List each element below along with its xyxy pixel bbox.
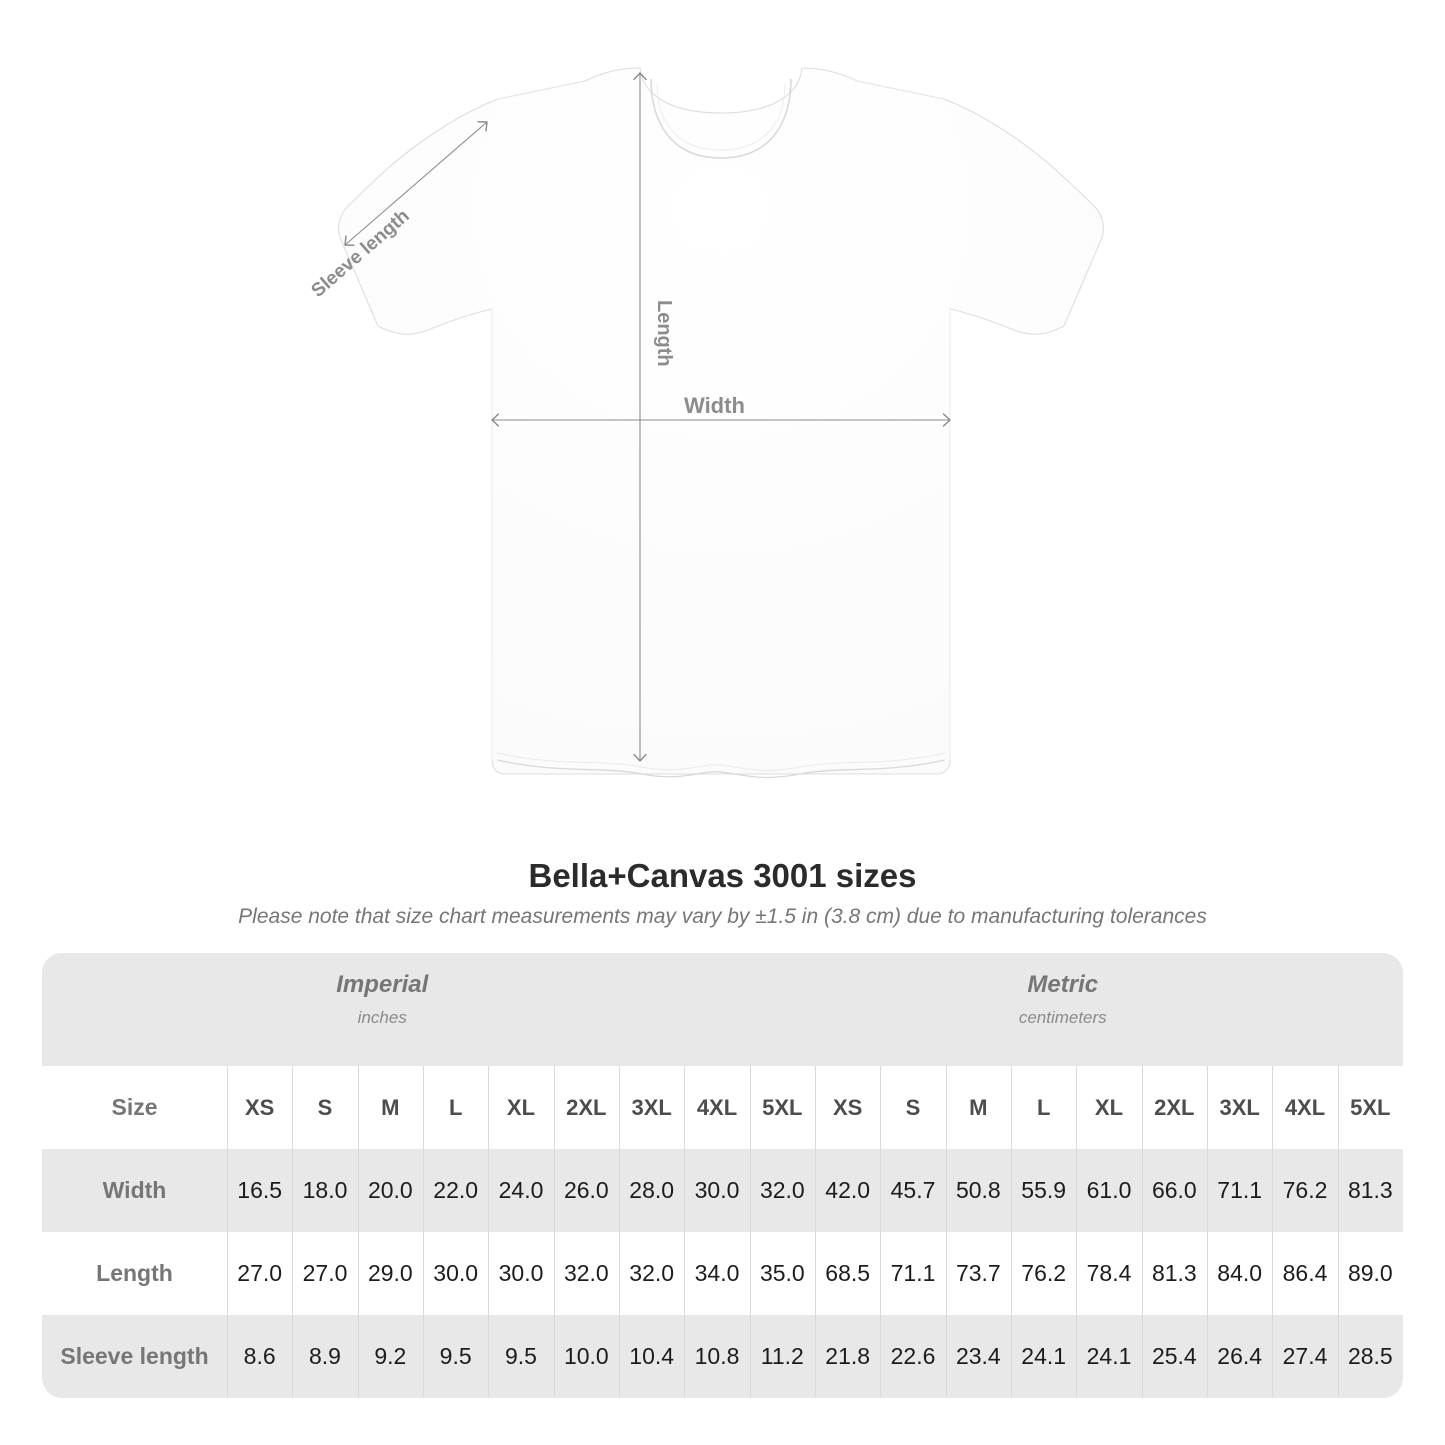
svg-text:Width: Width xyxy=(684,393,745,418)
svg-text:Length: Length xyxy=(653,300,675,367)
